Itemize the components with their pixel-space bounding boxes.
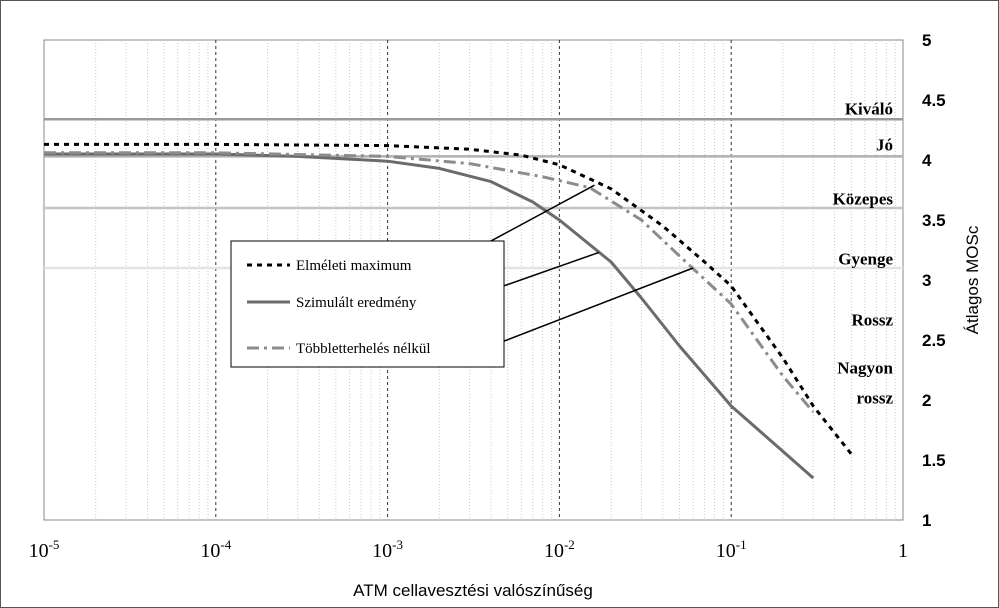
quality-label: rossz: [856, 389, 893, 408]
x-tick-label: 10-1: [716, 537, 747, 562]
series-line-3: [44, 151, 815, 413]
series-line-2: [44, 152, 815, 480]
quality-label: Rossz: [851, 311, 893, 330]
quality-label: Nagyon: [837, 359, 893, 378]
legend-label-szimulalt: Szimulált eredmény: [296, 295, 417, 311]
quality-lines: [44, 117, 903, 270]
y-tick-labels: 5 4.5 4 3.5 3 2.5 2 1.5 1: [922, 31, 946, 530]
quality-label: Közepes: [833, 189, 894, 208]
y-tick-label: 3.5: [922, 211, 946, 230]
legend-label-elmeleti: Elméleti maximum: [296, 258, 412, 274]
y-tick-label: 2.5: [922, 331, 946, 350]
x-tick-label: 1: [898, 540, 908, 562]
x-tick-label: 10-5: [29, 537, 60, 562]
series-layer: [44, 142, 853, 480]
y-tick-label: 4: [922, 151, 932, 170]
quality-label: Kiváló: [845, 99, 893, 118]
y-tick-label: 1.5: [922, 451, 946, 470]
quality-label: Jó: [876, 135, 893, 154]
x-tick-label: 10-4: [200, 537, 231, 562]
y-tick-label: 5: [922, 31, 931, 50]
legend-label-tobblet: Többletterhelés nélkül: [296, 341, 431, 357]
y-tick-label: 3: [922, 271, 931, 290]
y-tick-label: 2: [922, 391, 931, 410]
x-tick-label: 10-2: [544, 537, 575, 562]
legend-box: [230, 240, 505, 368]
x-tick-labels: 10-5 10-4 10-3 10-2 10-1 1: [29, 537, 908, 562]
quality-label: Gyenge: [838, 249, 893, 268]
x-tick-label: 10-3: [372, 537, 403, 562]
series-line-1: [44, 142, 853, 455]
y-tick-label: 4.5: [922, 91, 946, 110]
y-axis-label: Átlagos MOSc: [963, 225, 982, 334]
y-tick-label: 1: [922, 511, 931, 530]
legend: Elméleti maximum Szimulált eredmény Több…: [230, 240, 505, 368]
legend-pointer-line: [480, 267, 694, 351]
x-axis-label: ATM cellavesztési valószínűség: [353, 581, 593, 600]
quality-labels: Kiváló Jó Közepes Gyenge Rossz Nagyon rossz: [833, 99, 894, 407]
